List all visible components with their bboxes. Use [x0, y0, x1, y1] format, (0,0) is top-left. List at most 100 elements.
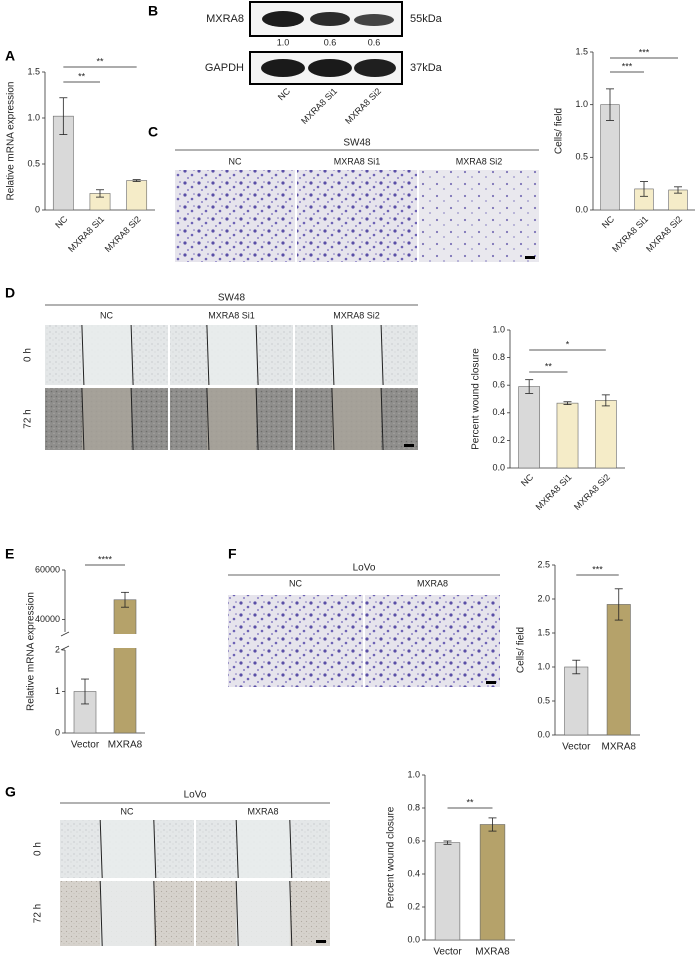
blot-lane-label: MXRA8 Si1: [299, 86, 339, 126]
wound-edge: [331, 387, 335, 451]
error-bar: [525, 379, 534, 394]
wound-edge: [235, 880, 239, 947]
micrograph: [297, 170, 417, 262]
scale-bar: [404, 444, 414, 447]
wound-gap: [236, 820, 290, 878]
scale-bar: [316, 940, 326, 943]
bar: [556, 402, 579, 469]
blot-size-label: 55kDa: [410, 13, 443, 25]
micrograph: [175, 170, 295, 262]
axis-break-mark: [60, 631, 70, 637]
y-tick-label: 1.5: [27, 66, 40, 76]
panel-label: B: [148, 3, 158, 19]
y-tick-label: 0.0: [492, 462, 505, 472]
significance-label: **: [466, 797, 474, 807]
row-label: 0 h: [23, 348, 34, 362]
column-label: NC: [289, 578, 302, 588]
blot-row-label: MXRA8: [206, 13, 244, 25]
y-tick-label: 0.5: [537, 695, 550, 705]
panel-label: D: [5, 285, 15, 301]
image-group-title: LoVo: [184, 790, 207, 801]
x-tick-label: NC: [600, 214, 617, 231]
error-bar: [81, 678, 89, 705]
western-blot: [249, 1, 403, 85]
wound-edge: [206, 387, 210, 451]
micrograph: [228, 595, 363, 687]
wound-gap: [206, 388, 257, 450]
wound-gap: [236, 881, 290, 946]
wound-edge: [153, 880, 157, 947]
y-axis-label: Cells/ field: [554, 108, 565, 154]
column-label: MXRA8 Si2: [333, 310, 380, 320]
scale-bar: [486, 681, 496, 684]
error-bar: [614, 588, 623, 621]
significance-label: ***: [622, 61, 633, 71]
blot-row-label: GAPDH: [205, 62, 244, 74]
wound-gap: [206, 325, 257, 385]
panel-label: E: [5, 546, 14, 562]
blot-band: [261, 59, 305, 77]
y-tick-label: 1: [55, 686, 60, 696]
column-label: MXRA8 Si1: [208, 310, 255, 320]
axis-break-mark: [60, 645, 70, 651]
y-tick-label: 0.0: [575, 204, 588, 214]
x-tick-label: MXRA8 Si2: [644, 214, 684, 254]
error-bar: [488, 817, 497, 832]
wound-edge: [380, 324, 384, 386]
x-tick-label: MXRA8 Si1: [66, 214, 106, 254]
x-tick-label: NC: [53, 214, 70, 231]
wound-edge: [130, 324, 134, 386]
y-tick-label: 0.2: [407, 901, 420, 911]
y-tick-label: 0.5: [27, 158, 40, 168]
blot-band: [354, 59, 396, 77]
column-label: NC: [121, 806, 134, 816]
wound-gap: [100, 820, 154, 878]
y-tick-label: 0.6: [407, 835, 420, 845]
wound-edge: [255, 387, 259, 451]
wound-gap: [81, 325, 132, 385]
error-bar: [674, 186, 682, 194]
bar: [518, 386, 541, 469]
error-bar: [96, 189, 104, 198]
y-axis-label: Cells/ field: [516, 627, 527, 673]
wound-edge: [206, 324, 210, 386]
micrograph: [365, 595, 500, 687]
error-bar: [563, 401, 572, 405]
bar: [564, 666, 589, 736]
y-tick-label: 1.0: [27, 112, 40, 122]
y-tick-label: 2.5: [537, 559, 550, 569]
significance-label: ***: [592, 564, 603, 574]
wound-edge: [81, 324, 85, 386]
x-tick-label: Vector: [562, 742, 591, 753]
x-tick-label: MXRA8 Si2: [103, 214, 143, 254]
wound-gap: [81, 388, 132, 450]
micrograph: [419, 170, 539, 262]
wound-gap: [100, 881, 154, 946]
significance-label: **: [545, 361, 553, 371]
wound-edge: [289, 819, 293, 879]
row-label: 72 h: [23, 409, 34, 428]
y-tick-label: 1.0: [537, 661, 550, 671]
blot-band: [354, 14, 394, 26]
column-label: MXRA8 Si2: [456, 156, 503, 166]
significance-label: ***: [639, 47, 650, 57]
blot-band: [262, 11, 304, 27]
column-label: MXRA8: [247, 806, 278, 816]
image-group-title: SW48: [343, 138, 371, 149]
column-label: MXRA8 Si1: [334, 156, 381, 166]
image-group-title: SW48: [218, 293, 246, 304]
bar: [126, 180, 148, 211]
panel-label: A: [5, 48, 15, 64]
y-tick-label: 0.0: [407, 934, 420, 944]
wound-edge: [235, 819, 239, 879]
y-tick-label: 0: [55, 727, 60, 737]
bar: [113, 599, 137, 734]
x-tick-label: MXRA8: [108, 740, 143, 751]
row-label: 0 h: [33, 842, 44, 856]
wound-edge: [380, 387, 384, 451]
blot-lane-label: NC: [276, 86, 293, 103]
x-tick-label: NC: [519, 472, 536, 489]
y-axis-label: Relative mRNA expression: [26, 592, 37, 711]
y-tick-label: 60000: [35, 564, 60, 574]
wound-edge: [130, 387, 134, 451]
